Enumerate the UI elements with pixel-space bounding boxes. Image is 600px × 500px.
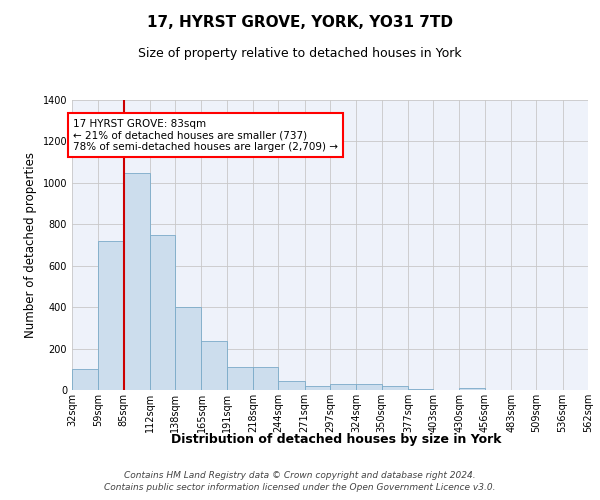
Bar: [175, 307, 202, 390]
Text: Distribution of detached houses by size in York: Distribution of detached houses by size …: [171, 432, 501, 446]
Text: Contains HM Land Registry data © Crown copyright and database right 2024.: Contains HM Land Registry data © Crown c…: [124, 471, 476, 480]
Bar: [408, 389, 433, 390]
Bar: [202, 342, 227, 390]
Bar: [305, 386, 330, 390]
Bar: [227, 367, 253, 390]
Bar: [124, 172, 150, 390]
Bar: [72, 370, 98, 390]
Y-axis label: Number of detached properties: Number of detached properties: [24, 152, 37, 338]
Text: Contains public sector information licensed under the Open Government Licence v3: Contains public sector information licen…: [104, 484, 496, 492]
Text: Size of property relative to detached houses in York: Size of property relative to detached ho…: [138, 48, 462, 60]
Bar: [382, 386, 408, 390]
Bar: [98, 241, 124, 390]
Bar: [150, 234, 175, 390]
Bar: [330, 384, 356, 390]
Text: 17, HYRST GROVE, YORK, YO31 7TD: 17, HYRST GROVE, YORK, YO31 7TD: [147, 15, 453, 30]
Bar: [460, 388, 485, 390]
Bar: [278, 380, 305, 390]
Bar: [253, 367, 278, 390]
Bar: [356, 384, 382, 390]
Text: 17 HYRST GROVE: 83sqm
← 21% of detached houses are smaller (737)
78% of semi-det: 17 HYRST GROVE: 83sqm ← 21% of detached …: [73, 118, 338, 152]
